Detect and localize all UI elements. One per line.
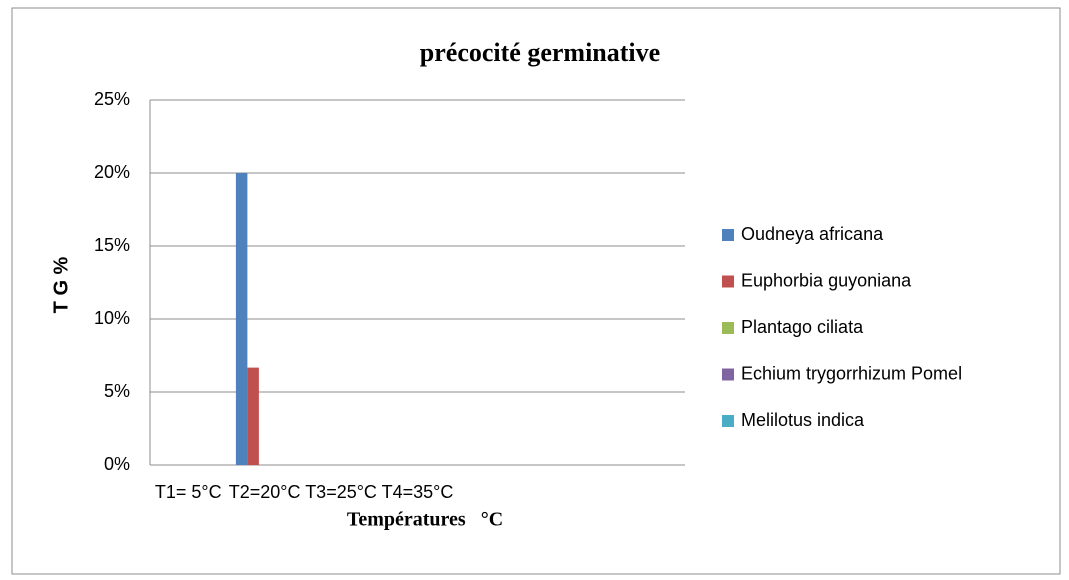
y-tick-label: 0% [104, 454, 130, 474]
y-axis-label: T G % [50, 256, 72, 313]
y-tick-label: 15% [94, 235, 130, 255]
chart-frame [11, 7, 1061, 575]
x-tick-label: T2=20°C [229, 482, 301, 502]
legend-label: Echium trygorrhizum Pomel [741, 363, 962, 383]
legend-swatch [722, 229, 734, 241]
bar [235, 173, 248, 465]
y-tick-label: 10% [94, 308, 130, 328]
legend-label: Oudneya africana [741, 224, 884, 244]
y-tick-label: 20% [94, 162, 130, 182]
legend-label: Euphorbia guyoniana [741, 270, 912, 290]
legend-swatch [722, 275, 734, 288]
x-tick-label: T4=35°C [382, 482, 454, 502]
x-tick-label: T1= 5°C [155, 482, 222, 502]
x-tick-label: T3=25°C [305, 482, 377, 502]
legend-swatch [722, 322, 734, 334]
bar [247, 367, 259, 465]
legend-label: Plantago ciliata [741, 317, 864, 337]
y-tick-label: 5% [104, 381, 130, 401]
x-axis-label: Températures °C [347, 509, 503, 531]
chart-title: précocité germinative [420, 38, 660, 67]
legend-swatch [722, 368, 734, 381]
legend-label: Melilotus indica [741, 410, 865, 430]
y-tick-label: 25% [94, 89, 130, 109]
legend-swatch [722, 415, 734, 427]
